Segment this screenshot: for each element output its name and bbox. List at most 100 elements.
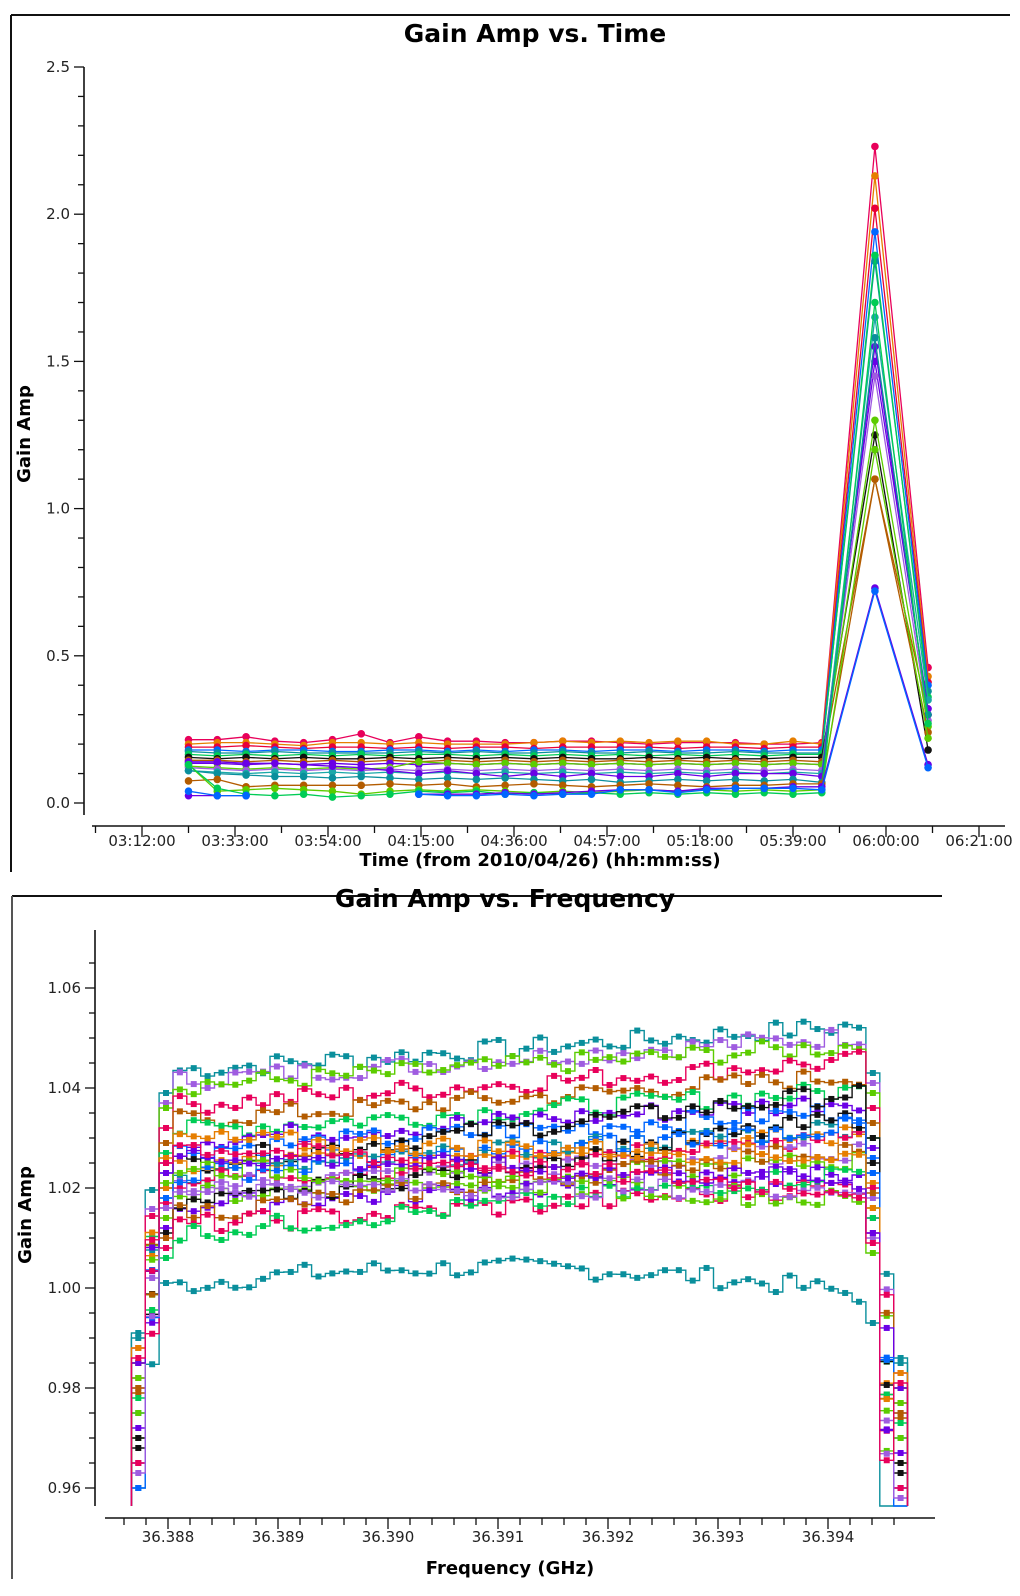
bottom-data-point <box>357 1178 364 1185</box>
bottom-data-point <box>412 1145 419 1152</box>
bottom-data-point <box>745 1069 752 1076</box>
bottom-data-point <box>495 1036 502 1043</box>
bottom-data-point <box>661 1267 668 1274</box>
bottom-data-point <box>329 1076 336 1083</box>
bottom-data-point <box>273 1199 280 1206</box>
bottom-data-point <box>523 1151 530 1158</box>
top-series-s9 <box>184 357 932 769</box>
bottom-data-point <box>523 1088 530 1095</box>
bottom-data-point <box>745 1103 752 1110</box>
bottom-data-point <box>190 1101 197 1108</box>
bottom-data-point <box>661 1182 668 1189</box>
top-data-point <box>213 775 222 784</box>
bottom-data-point <box>759 1090 765 1097</box>
bottom-data-point <box>246 1142 253 1149</box>
bottom-data-point <box>163 1150 170 1156</box>
bottom-data-point <box>731 1185 738 1192</box>
bottom-data-point <box>606 1271 613 1278</box>
bottom-series-step-line <box>130 1051 909 1506</box>
bottom-data-point <box>883 1309 890 1316</box>
bottom-data-point <box>648 1073 655 1080</box>
bottom-data-point <box>315 1111 322 1118</box>
bottom-data-point <box>398 1079 405 1086</box>
bottom-data-point <box>370 1102 377 1109</box>
bottom-data-point <box>301 1082 308 1089</box>
bottom-data-point <box>897 1410 904 1416</box>
bottom-data-point <box>509 1060 516 1067</box>
top-data-point <box>472 791 481 800</box>
top-chart-xlabel: Time (from 2010/04/26) (hh:mm:ss) <box>359 850 720 871</box>
bottom-data-point <box>467 1173 474 1180</box>
top-data-point <box>184 760 193 769</box>
top-data-point <box>731 784 740 793</box>
bottom-data-point <box>440 1135 447 1142</box>
bottom-data-point <box>163 1090 170 1096</box>
bottom-data-point <box>523 1189 530 1196</box>
bottom-chart-title: Gain Amp vs. Frequency <box>335 884 675 913</box>
bottom-data-point <box>703 1160 710 1167</box>
top-series-s6 <box>184 251 932 760</box>
bottom-data-point <box>592 1056 599 1063</box>
gain-amp-vs-frequency-chart: Gain Amp vs. Frequency Gain Amp Frequenc… <box>15 884 935 1579</box>
bottom-data-point <box>190 1165 197 1172</box>
bottom-data-point <box>606 1132 613 1139</box>
bottom-data-point <box>329 1152 336 1159</box>
bottom-data-point <box>204 1159 211 1166</box>
top-data-point <box>530 769 538 778</box>
bottom-data-point <box>842 1289 849 1296</box>
bottom-data-point <box>246 1133 253 1140</box>
bottom-data-point <box>703 1156 710 1163</box>
bottom-data-point <box>897 1420 904 1426</box>
bottom-data-point <box>883 1291 890 1298</box>
bottom-data-point <box>204 1203 211 1210</box>
bottom-data-point <box>578 1060 585 1067</box>
bottom-data-point <box>814 1133 821 1140</box>
bottom-data-point <box>204 1139 211 1146</box>
bottom-data-point <box>620 1094 627 1101</box>
bottom-data-point <box>703 1043 710 1050</box>
top-data-point <box>871 142 879 151</box>
top-data-point <box>871 228 879 236</box>
bottom-data-point <box>592 1162 599 1169</box>
bottom-data-point <box>717 1285 724 1292</box>
bottom-data-point <box>398 1098 405 1105</box>
bottom-data-point <box>467 1202 474 1209</box>
top-data-point <box>871 342 879 351</box>
bottom-data-point <box>578 1144 585 1151</box>
top-series-line <box>188 175 929 747</box>
bottom-data-point <box>384 1182 391 1189</box>
bottom-data-point <box>800 1018 807 1025</box>
top-series-line <box>188 317 929 775</box>
bottom-data-point <box>703 1039 710 1046</box>
bottom-data-point <box>232 1189 239 1196</box>
bottom-data-point <box>163 1155 170 1161</box>
bottom-data-point <box>551 1193 558 1200</box>
bottom-data-point <box>759 1038 765 1045</box>
bottom-data-point <box>412 1068 419 1075</box>
top-series-line <box>188 261 929 754</box>
bottom-data-point <box>426 1187 433 1194</box>
bottom-data-point <box>135 1375 142 1381</box>
top-x-tick-label: 06:21:00 <box>945 832 1012 850</box>
bottom-data-point <box>440 1212 447 1219</box>
bottom-data-point <box>883 1381 890 1388</box>
bottom-data-point <box>786 1088 793 1095</box>
bottom-data-point <box>551 1171 558 1178</box>
bottom-data-point <box>398 1169 405 1176</box>
bottom-data-point <box>357 1166 364 1173</box>
bottom-data-point <box>343 1151 350 1158</box>
bottom-data-point <box>689 1064 696 1071</box>
bottom-data-point <box>786 1041 793 1048</box>
bottom-data-point <box>731 1120 738 1127</box>
bottom-data-point <box>869 1070 876 1076</box>
bottom-data-point <box>176 1216 183 1223</box>
top-data-point <box>299 760 308 769</box>
bottom-data-point <box>675 1179 682 1186</box>
top-data-point <box>731 759 740 768</box>
bottom-data-point <box>454 1123 461 1130</box>
bottom-data-point <box>273 1186 280 1193</box>
bottom-data-point <box>232 1197 239 1204</box>
bottom-data-point <box>856 1107 863 1114</box>
bottom-data-point <box>745 1185 752 1192</box>
bottom-data-point <box>190 1214 197 1221</box>
